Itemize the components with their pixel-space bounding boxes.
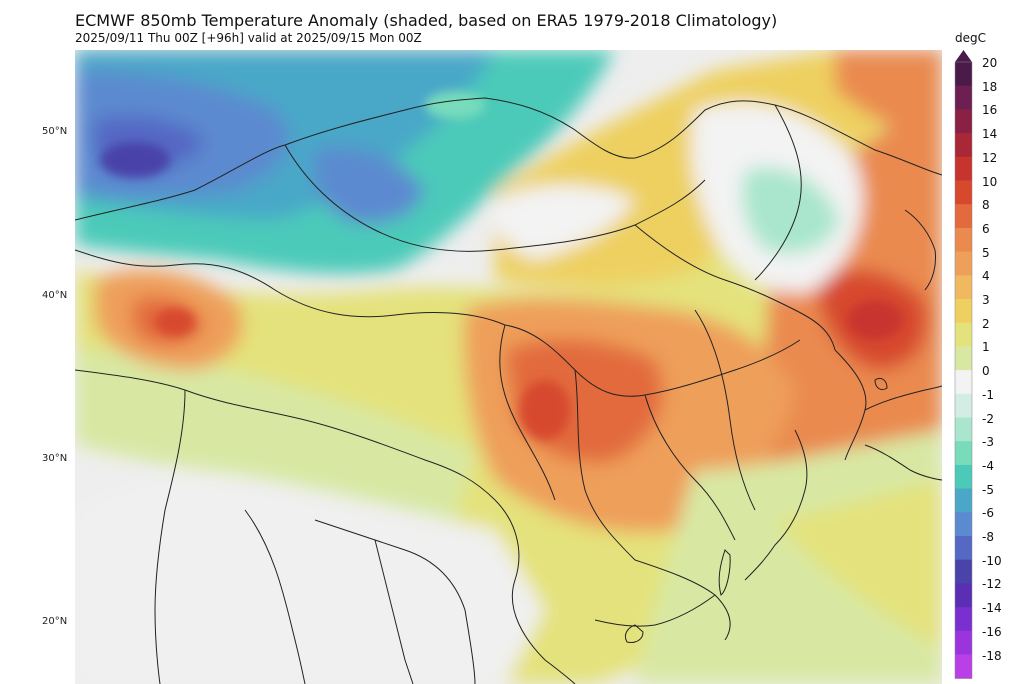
colorbar-segment — [955, 275, 972, 300]
colorbar-segment — [955, 133, 972, 158]
latitude-label: 40°N — [42, 290, 68, 301]
colorbar-tick-label: -8 — [982, 530, 994, 544]
map-title: ECMWF 850mb Temperature Anomaly (shaded,… — [75, 11, 778, 30]
colorbar-segment — [955, 109, 972, 134]
colorbar-segment — [955, 180, 972, 205]
latitude-label: 50°N — [42, 126, 68, 137]
colorbar-tick-label: 3 — [982, 293, 990, 307]
colorbar-tick-label: 8 — [982, 198, 990, 213]
colorbar-segment — [955, 583, 972, 608]
colorbar-segment — [955, 512, 972, 537]
colorbar-segment — [955, 204, 972, 229]
colorbar-tick-label: -16 — [982, 624, 1002, 639]
colorbar-tick-label: -10 — [982, 553, 1002, 568]
boundary-lines — [75, 97, 942, 684]
colorbar-tick-label: -18 — [982, 648, 1002, 663]
colorbar-unit: degC — [955, 31, 986, 45]
colorbar-tick-label: 16 — [982, 103, 998, 118]
island-outlines — [624, 377, 888, 643]
colorbar-tick-label: -4 — [982, 458, 994, 473]
latitude-label: 30°N — [42, 453, 68, 464]
colorbar-tick-label: -14 — [982, 601, 1002, 616]
colorbar-extend-top — [955, 50, 972, 62]
colorbar-tick-label: 6 — [982, 221, 990, 236]
colorbar-segment — [955, 346, 972, 371]
colorbar-segment — [955, 370, 972, 395]
colorbar-tick-label: -3 — [982, 435, 994, 450]
colorbar-tick-label: -5 — [982, 482, 994, 497]
colorbar-outline — [954, 61, 973, 679]
colorbar — [954, 50, 973, 679]
colorbar-tick-label: -2 — [982, 411, 994, 426]
anomaly-shading — [75, 50, 942, 684]
colorbar-segment — [955, 417, 972, 442]
latitude-label: 20°N — [42, 616, 68, 627]
colorbar-tick-label: 5 — [982, 245, 990, 260]
colorbar-tick-label: 12 — [982, 150, 998, 165]
colorbar-tick-label: 18 — [982, 79, 998, 94]
anomaly-map — [75, 50, 942, 684]
colorbar-segment — [955, 464, 972, 490]
colorbar-segment — [955, 251, 972, 276]
colorbar-tick-label: 1 — [982, 340, 990, 355]
colorbar-segment — [955, 85, 972, 110]
colorbar-segment — [955, 559, 972, 584]
colorbar-tick-label: 10 — [982, 174, 998, 189]
colorbar-segment — [955, 607, 972, 632]
map-subtitle: 2025/09/11 Thu 00Z [+96h] valid at 2025/… — [75, 31, 422, 45]
colorbar-tick-label: 20 — [982, 56, 998, 70]
colorbar-segment — [955, 393, 972, 419]
colorbar-segment — [955, 654, 972, 679]
colorbar-segment — [955, 156, 972, 182]
colorbar-tick-label: 4 — [982, 269, 990, 284]
colorbar-tick-label: 0 — [982, 364, 990, 379]
colorbar-segment — [955, 62, 972, 87]
colorbar-tick-label: 14 — [982, 127, 998, 142]
colorbar-tick-label: -6 — [982, 506, 994, 521]
colorbar-segment — [955, 630, 972, 656]
colorbar-tick-label: -12 — [982, 577, 1002, 592]
anomaly-detail — [100, 91, 903, 440]
anomaly-map-canvas — [75, 50, 942, 684]
colorbar-segment — [955, 441, 972, 466]
colorbar-tick-label: -1 — [982, 387, 994, 402]
colorbar-segment — [955, 536, 972, 561]
colorbar-segment — [955, 299, 972, 324]
colorbar-tick-label: 2 — [982, 316, 990, 331]
colorbar-segment — [955, 227, 972, 253]
colorbar-segment — [955, 322, 972, 347]
colorbar-segment — [955, 488, 972, 513]
